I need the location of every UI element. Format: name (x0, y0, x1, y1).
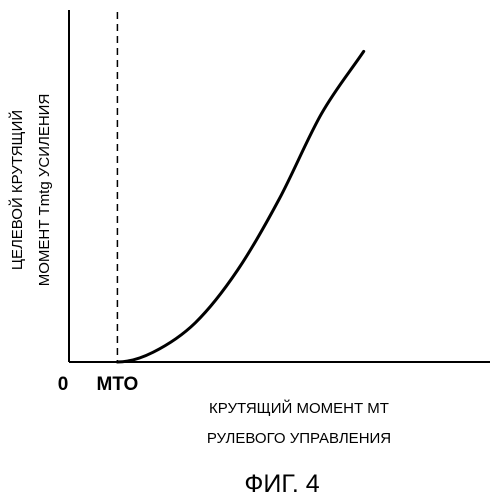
x-tick-labels: 0 МТО (58, 374, 139, 395)
x-axis-label-line-1: КРУТЯЩИЙ МОМЕНТ МТ (209, 399, 389, 417)
x-axis-label-line-2: РУЛЕВОГО УПРАВЛЕНИЯ (207, 430, 391, 447)
x-tick-label: МТО (97, 374, 139, 395)
y-axis-label-line-2: МОМЕНТ Tmtg УСИЛЕНИЯ (36, 94, 53, 287)
series-curve (117, 51, 363, 362)
figure-caption: ФИГ. 4 (244, 470, 319, 498)
y-axis-label-line-1: ЦЕЛЕВОЙ КРУТЯЩИЙ (8, 110, 26, 270)
y-axis-label: ЦЕЛЕВОЙ КРУТЯЩИЙ МОМЕНТ Tmtg УСИЛЕНИЯ (8, 94, 53, 287)
x-tick-label: 0 (58, 374, 69, 395)
